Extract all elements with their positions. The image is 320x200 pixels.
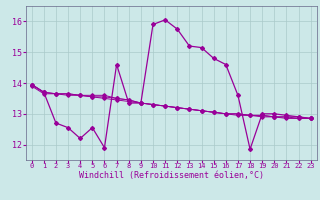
X-axis label: Windchill (Refroidissement éolien,°C): Windchill (Refroidissement éolien,°C) — [79, 171, 264, 180]
